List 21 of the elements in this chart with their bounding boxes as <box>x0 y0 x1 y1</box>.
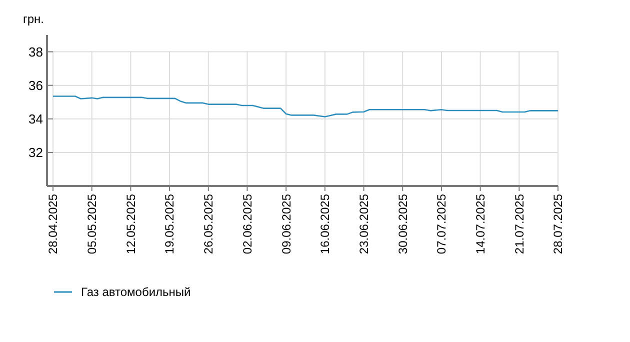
line-series <box>52 96 559 118</box>
y-tick-label: 36 <box>28 78 43 93</box>
x-tick-label: 16.06.2025 <box>318 194 332 254</box>
x-tick-label: 28.07.2025 <box>551 194 566 254</box>
y-tick-label: 34 <box>28 111 43 126</box>
x-tick-label: 12.05.2025 <box>124 194 138 254</box>
legend-label: Газ автомобильный <box>81 285 191 300</box>
x-tick-label: 21.07.2025 <box>512 194 526 254</box>
x-tick-label: 14.07.2025 <box>474 194 488 254</box>
x-tick-label: 07.07.2025 <box>434 194 449 254</box>
x-tick-label: 19.05.2025 <box>162 194 177 254</box>
x-tick-label: 30.06.2025 <box>396 194 410 254</box>
x-tick-label: 26.05.2025 <box>202 194 216 254</box>
y-tick-label: 32 <box>28 144 43 160</box>
y-axis-title: грн. <box>23 12 44 26</box>
x-tick-label: 02.06.2025 <box>240 194 254 254</box>
x-tick-label: 05.05.2025 <box>85 194 100 254</box>
x-tick-label: 23.06.2025 <box>356 194 371 254</box>
x-tick-label: 28.04.2025 <box>46 194 60 254</box>
y-tick-label: 38 <box>28 44 43 60</box>
x-tick-label: 09.06.2025 <box>279 194 294 254</box>
